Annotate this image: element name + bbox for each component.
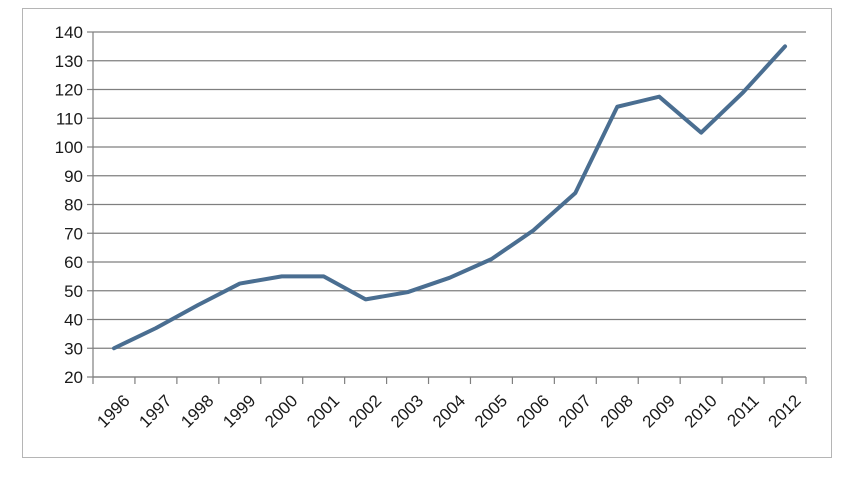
x-tick-label: 1996 <box>93 391 133 431</box>
x-tick-label: 2003 <box>387 391 427 431</box>
x-tick-label: 2008 <box>597 391 637 431</box>
x-tick-label: 2010 <box>681 391 721 431</box>
x-tick-label: 2006 <box>513 391 553 431</box>
y-tick-label: 120 <box>55 81 83 100</box>
x-tick-label: 2009 <box>639 391 679 431</box>
x-tick-label: 2002 <box>345 391 385 431</box>
y-tick-label: 100 <box>55 138 83 157</box>
x-tick-label: 2007 <box>555 391 595 431</box>
x-tick-label: 2000 <box>261 391 301 431</box>
y-tick-label: 60 <box>64 253 83 272</box>
y-tick-label: 70 <box>64 224 83 243</box>
x-tick-label: 2012 <box>764 391 804 431</box>
y-tick-label: 40 <box>64 311 83 330</box>
x-tick-label: 1997 <box>135 391 175 431</box>
x-tick-label: 1998 <box>177 391 217 431</box>
y-tick-label: 50 <box>64 282 83 301</box>
x-tick-label: 2011 <box>723 391 762 430</box>
x-tick-label: 2004 <box>429 391 469 431</box>
x-tick-label: 1999 <box>219 391 259 431</box>
y-tick-label: 30 <box>64 339 83 358</box>
y-tick-label: 140 <box>55 23 83 42</box>
series-line <box>111 44 788 351</box>
y-tick-label: 90 <box>64 167 83 186</box>
y-tick-label: 20 <box>64 368 83 387</box>
y-tick-label: 130 <box>55 52 83 71</box>
x-tick-label: 2005 <box>471 391 511 431</box>
y-tick-label: 80 <box>64 196 83 215</box>
x-tick-label: 2001 <box>303 391 343 431</box>
y-tick-label: 110 <box>56 109 83 128</box>
